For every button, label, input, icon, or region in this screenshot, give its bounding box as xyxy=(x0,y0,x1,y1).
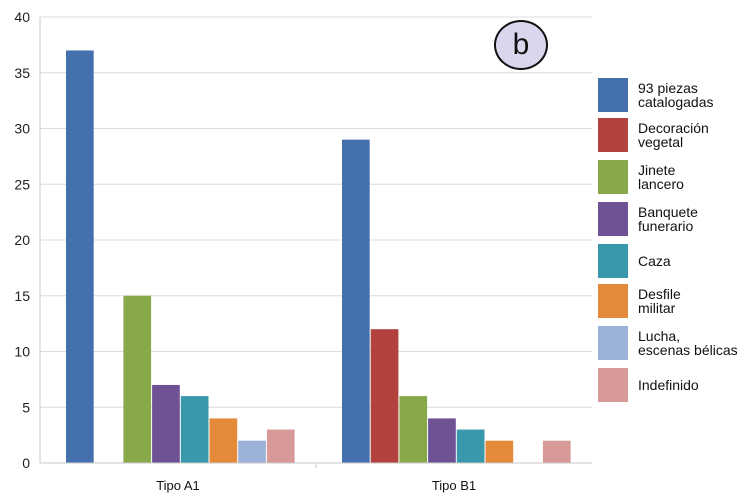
legend-item: Desfile militar xyxy=(598,284,756,318)
y-tick-label: 10 xyxy=(14,344,30,360)
legend-label: Caza xyxy=(638,253,671,269)
legend-item: Lucha, escenas bélicas xyxy=(598,326,756,360)
legend-label: Desfile militar xyxy=(638,286,681,316)
legend-swatch xyxy=(598,244,628,278)
y-tick-label: 30 xyxy=(14,121,30,137)
legend-label: Indefinido xyxy=(638,377,699,393)
x-tick-label: Tipo B1 xyxy=(432,478,476,493)
y-tick-label: 20 xyxy=(14,232,30,248)
bar xyxy=(266,429,295,463)
panel-label-badge: b xyxy=(494,20,548,70)
legend-label: Banquete funerario xyxy=(638,204,698,234)
bar xyxy=(123,295,152,463)
bar xyxy=(485,440,514,463)
gridlines xyxy=(40,16,592,464)
y-tick-label: 35 xyxy=(14,65,30,81)
bar xyxy=(209,418,238,463)
legend-swatch xyxy=(598,326,628,360)
bar xyxy=(456,429,485,463)
legend-swatch xyxy=(598,118,628,152)
legend-label: Jinete lancero xyxy=(638,162,684,192)
panel-label: b xyxy=(512,28,530,61)
bar xyxy=(342,139,370,463)
bar xyxy=(542,440,571,463)
y-tick-label: 15 xyxy=(14,288,30,304)
legend-label: 93 piezas catalogadas xyxy=(638,80,714,110)
bar xyxy=(152,384,180,463)
legend-item: Banquete funerario xyxy=(598,202,756,236)
bars xyxy=(66,50,571,463)
x-axis: Tipo A1 Tipo B1 xyxy=(39,17,592,493)
y-tick-label: 40 xyxy=(14,9,30,25)
legend-swatch xyxy=(598,78,628,112)
bar xyxy=(399,396,428,463)
legend-item: Jinete lancero xyxy=(598,160,756,194)
legend-swatch xyxy=(598,202,628,236)
y-tick-label: 25 xyxy=(14,176,30,192)
x-tick-label: Tipo A1 xyxy=(156,478,200,493)
legend-item: Indefinido xyxy=(598,368,756,402)
bar xyxy=(238,440,266,463)
legend-label: Decoración vegetal xyxy=(638,120,709,150)
y-axis-ticks: 0 5 10 15 20 25 30 35 40 xyxy=(14,9,30,471)
legend-label: Lucha, escenas bélicas xyxy=(638,328,738,358)
legend-swatch xyxy=(598,160,628,194)
y-tick-label: 0 xyxy=(22,455,30,471)
bar xyxy=(370,329,399,463)
legend-swatch xyxy=(598,368,628,402)
legend-item: Caza xyxy=(598,244,756,278)
legend-swatch xyxy=(598,284,628,318)
bar xyxy=(180,396,209,463)
legend-item: 93 piezas catalogadas xyxy=(598,78,756,112)
bar xyxy=(66,50,94,463)
y-tick-label: 5 xyxy=(22,399,30,415)
bar xyxy=(428,418,456,463)
legend-item: Decoración vegetal xyxy=(598,118,756,152)
